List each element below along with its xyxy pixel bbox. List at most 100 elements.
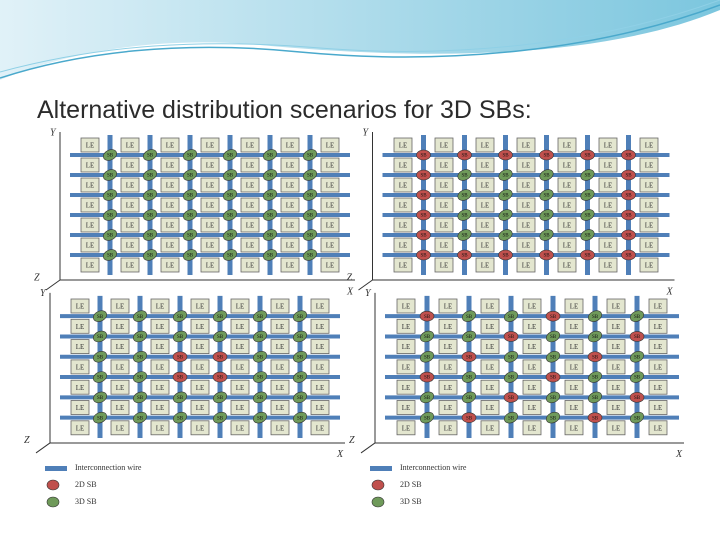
- logic-block-label: LE: [612, 384, 621, 392]
- switch-box-3d: [420, 391, 434, 404]
- logic-block-label: LE: [645, 182, 654, 190]
- logic-block-label: LE: [326, 222, 335, 230]
- logic-block-label: LE: [444, 424, 453, 432]
- logic-block: [557, 197, 577, 213]
- logic-block: [480, 420, 500, 436]
- logic-block-label: LE: [570, 343, 579, 351]
- switch-box-label: SB: [420, 194, 427, 199]
- switch-box-label: SB: [461, 214, 468, 219]
- logic-block: [606, 339, 626, 355]
- logic-block-label: LE: [604, 262, 613, 270]
- switch-box-label: SB: [543, 174, 550, 179]
- legend-label: 3D SB: [400, 497, 422, 506]
- switch-box-3d: [498, 209, 513, 221]
- switch-box-label: SB: [420, 214, 427, 219]
- switch-box-label: SB: [584, 174, 591, 179]
- switch-box-label: SB: [297, 396, 304, 401]
- axis: [360, 442, 376, 454]
- logic-block: [200, 217, 220, 233]
- logic-block-label: LE: [286, 242, 295, 250]
- switch-box-3d: [546, 351, 560, 363]
- logic-block: [639, 157, 659, 173]
- logic-block: [522, 339, 542, 355]
- logic-block: [70, 339, 90, 355]
- logic-block: [480, 318, 500, 334]
- switch-box-3d: [133, 391, 147, 404]
- switch-box-2d: [621, 249, 636, 261]
- logic-block: [70, 359, 90, 375]
- logic-block: [110, 379, 130, 395]
- switch-box-label: SB: [137, 396, 144, 401]
- switch-box-3d: [253, 391, 267, 404]
- logic-block: [120, 137, 140, 153]
- switch-box-label: SB: [227, 254, 234, 259]
- logic-block: [598, 137, 618, 153]
- switch-box-label: SB: [461, 194, 468, 199]
- switch-box-label: SB: [217, 376, 224, 381]
- switch-box-label: SB: [107, 254, 114, 259]
- logic-block: [120, 197, 140, 213]
- logic-block-label: LE: [116, 303, 125, 311]
- logic-block: [434, 217, 454, 233]
- switch-box-3d: [303, 189, 317, 201]
- switch-box-label: SB: [267, 214, 274, 219]
- logic-block-label: LE: [402, 303, 411, 311]
- switch-box-label: SB: [508, 315, 515, 320]
- switch-box-label: SB: [177, 376, 184, 381]
- logic-block: [564, 420, 584, 436]
- logic-block-label: LE: [486, 303, 495, 311]
- logic-block-label: LE: [440, 242, 449, 250]
- logic-block-label: LE: [612, 424, 621, 432]
- axis-label: Z: [349, 435, 355, 446]
- switch-box-3d: [303, 249, 317, 261]
- switch-box-3d: [539, 229, 554, 241]
- switch-box-label: SB: [543, 254, 550, 259]
- switch-box-label: SB: [217, 335, 224, 340]
- logic-block-label: LE: [522, 202, 531, 210]
- logic-block: [564, 339, 584, 355]
- switch-box-label: SB: [625, 174, 632, 179]
- logic-block-label: LE: [444, 364, 453, 372]
- logic-block: [280, 237, 300, 253]
- logic-block: [475, 137, 495, 153]
- switch-box-label: SB: [502, 174, 509, 179]
- logic-block-label: LE: [481, 222, 490, 230]
- logic-block-label: LE: [528, 384, 537, 392]
- switch-box-2d: [416, 229, 431, 241]
- logic-block: [310, 379, 330, 395]
- logic-block-label: LE: [156, 364, 165, 372]
- logic-block-label: LE: [196, 303, 205, 311]
- logic-block: [200, 157, 220, 173]
- logic-block: [516, 157, 536, 173]
- logic-block-label: LE: [604, 222, 613, 230]
- logic-block-label: LE: [604, 142, 613, 150]
- logic-block: [80, 217, 100, 233]
- switch-box-2d: [545, 310, 561, 322]
- switch-box-label: SB: [297, 416, 304, 421]
- switch-box-3d: [133, 310, 147, 322]
- logic-block-label: LE: [276, 404, 285, 412]
- logic-block-label: LE: [528, 404, 537, 412]
- logic-block: [80, 177, 100, 193]
- switch-box-3d: [223, 249, 237, 261]
- logic-block-label: LE: [326, 202, 335, 210]
- logic-block-label: LE: [316, 323, 325, 331]
- grid-panel: LE LE LE LE LE LE LE LE LE LE LE LE LE LE LE LE LE LE LE LE…: [34, 127, 355, 297]
- switch-box-label: SB: [307, 254, 314, 259]
- switch-box-2d: [621, 189, 636, 201]
- logic-block: [240, 197, 260, 213]
- logic-block: [557, 217, 577, 233]
- legend-2d-sb: [46, 479, 60, 491]
- switch-box-3d: [213, 411, 227, 424]
- switch-box-label: SB: [466, 376, 473, 381]
- logic-block-label: LE: [486, 364, 495, 372]
- switch-box-label: SB: [508, 396, 515, 401]
- logic-block: [639, 217, 659, 233]
- logic-block-label: LE: [486, 384, 495, 392]
- logic-block-label: LE: [326, 262, 335, 270]
- logic-block: [434, 257, 454, 273]
- switch-box-3d: [588, 330, 602, 343]
- logic-block: [70, 379, 90, 395]
- logic-block: [438, 379, 458, 395]
- logic-block-label: LE: [86, 162, 95, 170]
